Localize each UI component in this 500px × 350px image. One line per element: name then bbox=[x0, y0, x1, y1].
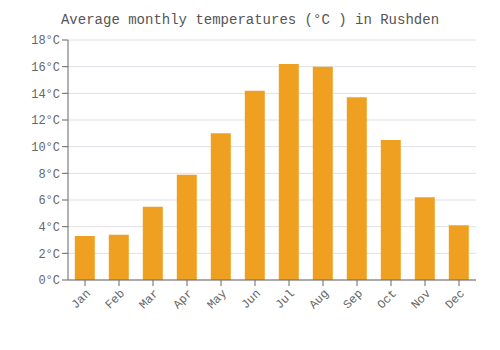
svg-text:14°C: 14°C bbox=[31, 88, 60, 102]
svg-text:6°C: 6°C bbox=[38, 194, 60, 208]
svg-text:Feb: Feb bbox=[103, 287, 128, 312]
svg-text:Nov: Nov bbox=[409, 287, 434, 312]
svg-text:16°C: 16°C bbox=[31, 61, 60, 75]
svg-text:Jan: Jan bbox=[69, 287, 94, 312]
svg-text:12°C: 12°C bbox=[31, 114, 60, 128]
html-text:Average monthly temperatures (: Average monthly temperatures (°C ) in Ru… bbox=[61, 12, 439, 28]
svg-text:2°C: 2°C bbox=[38, 248, 60, 262]
svg-text:Sep: Sep bbox=[341, 287, 366, 312]
svg-text:8°C: 8°C bbox=[38, 168, 60, 182]
svg-text:10°C: 10°C bbox=[31, 141, 60, 155]
svg-text:Oct: Oct bbox=[375, 287, 400, 312]
svg-text:Apr: Apr bbox=[171, 287, 196, 312]
svg-text:18°C: 18°C bbox=[31, 34, 60, 48]
svg-text:Jun: Jun bbox=[239, 287, 264, 312]
svg-text:Dec: Dec bbox=[443, 287, 468, 312]
svg-text:Mar: Mar bbox=[137, 287, 162, 312]
svg-text:May: May bbox=[205, 287, 230, 312]
svg-text:4°C: 4°C bbox=[38, 221, 60, 235]
svg-text:0°C: 0°C bbox=[38, 274, 60, 288]
svg-text:Aug: Aug bbox=[307, 287, 332, 312]
svg-text:Jul: Jul bbox=[273, 287, 298, 312]
